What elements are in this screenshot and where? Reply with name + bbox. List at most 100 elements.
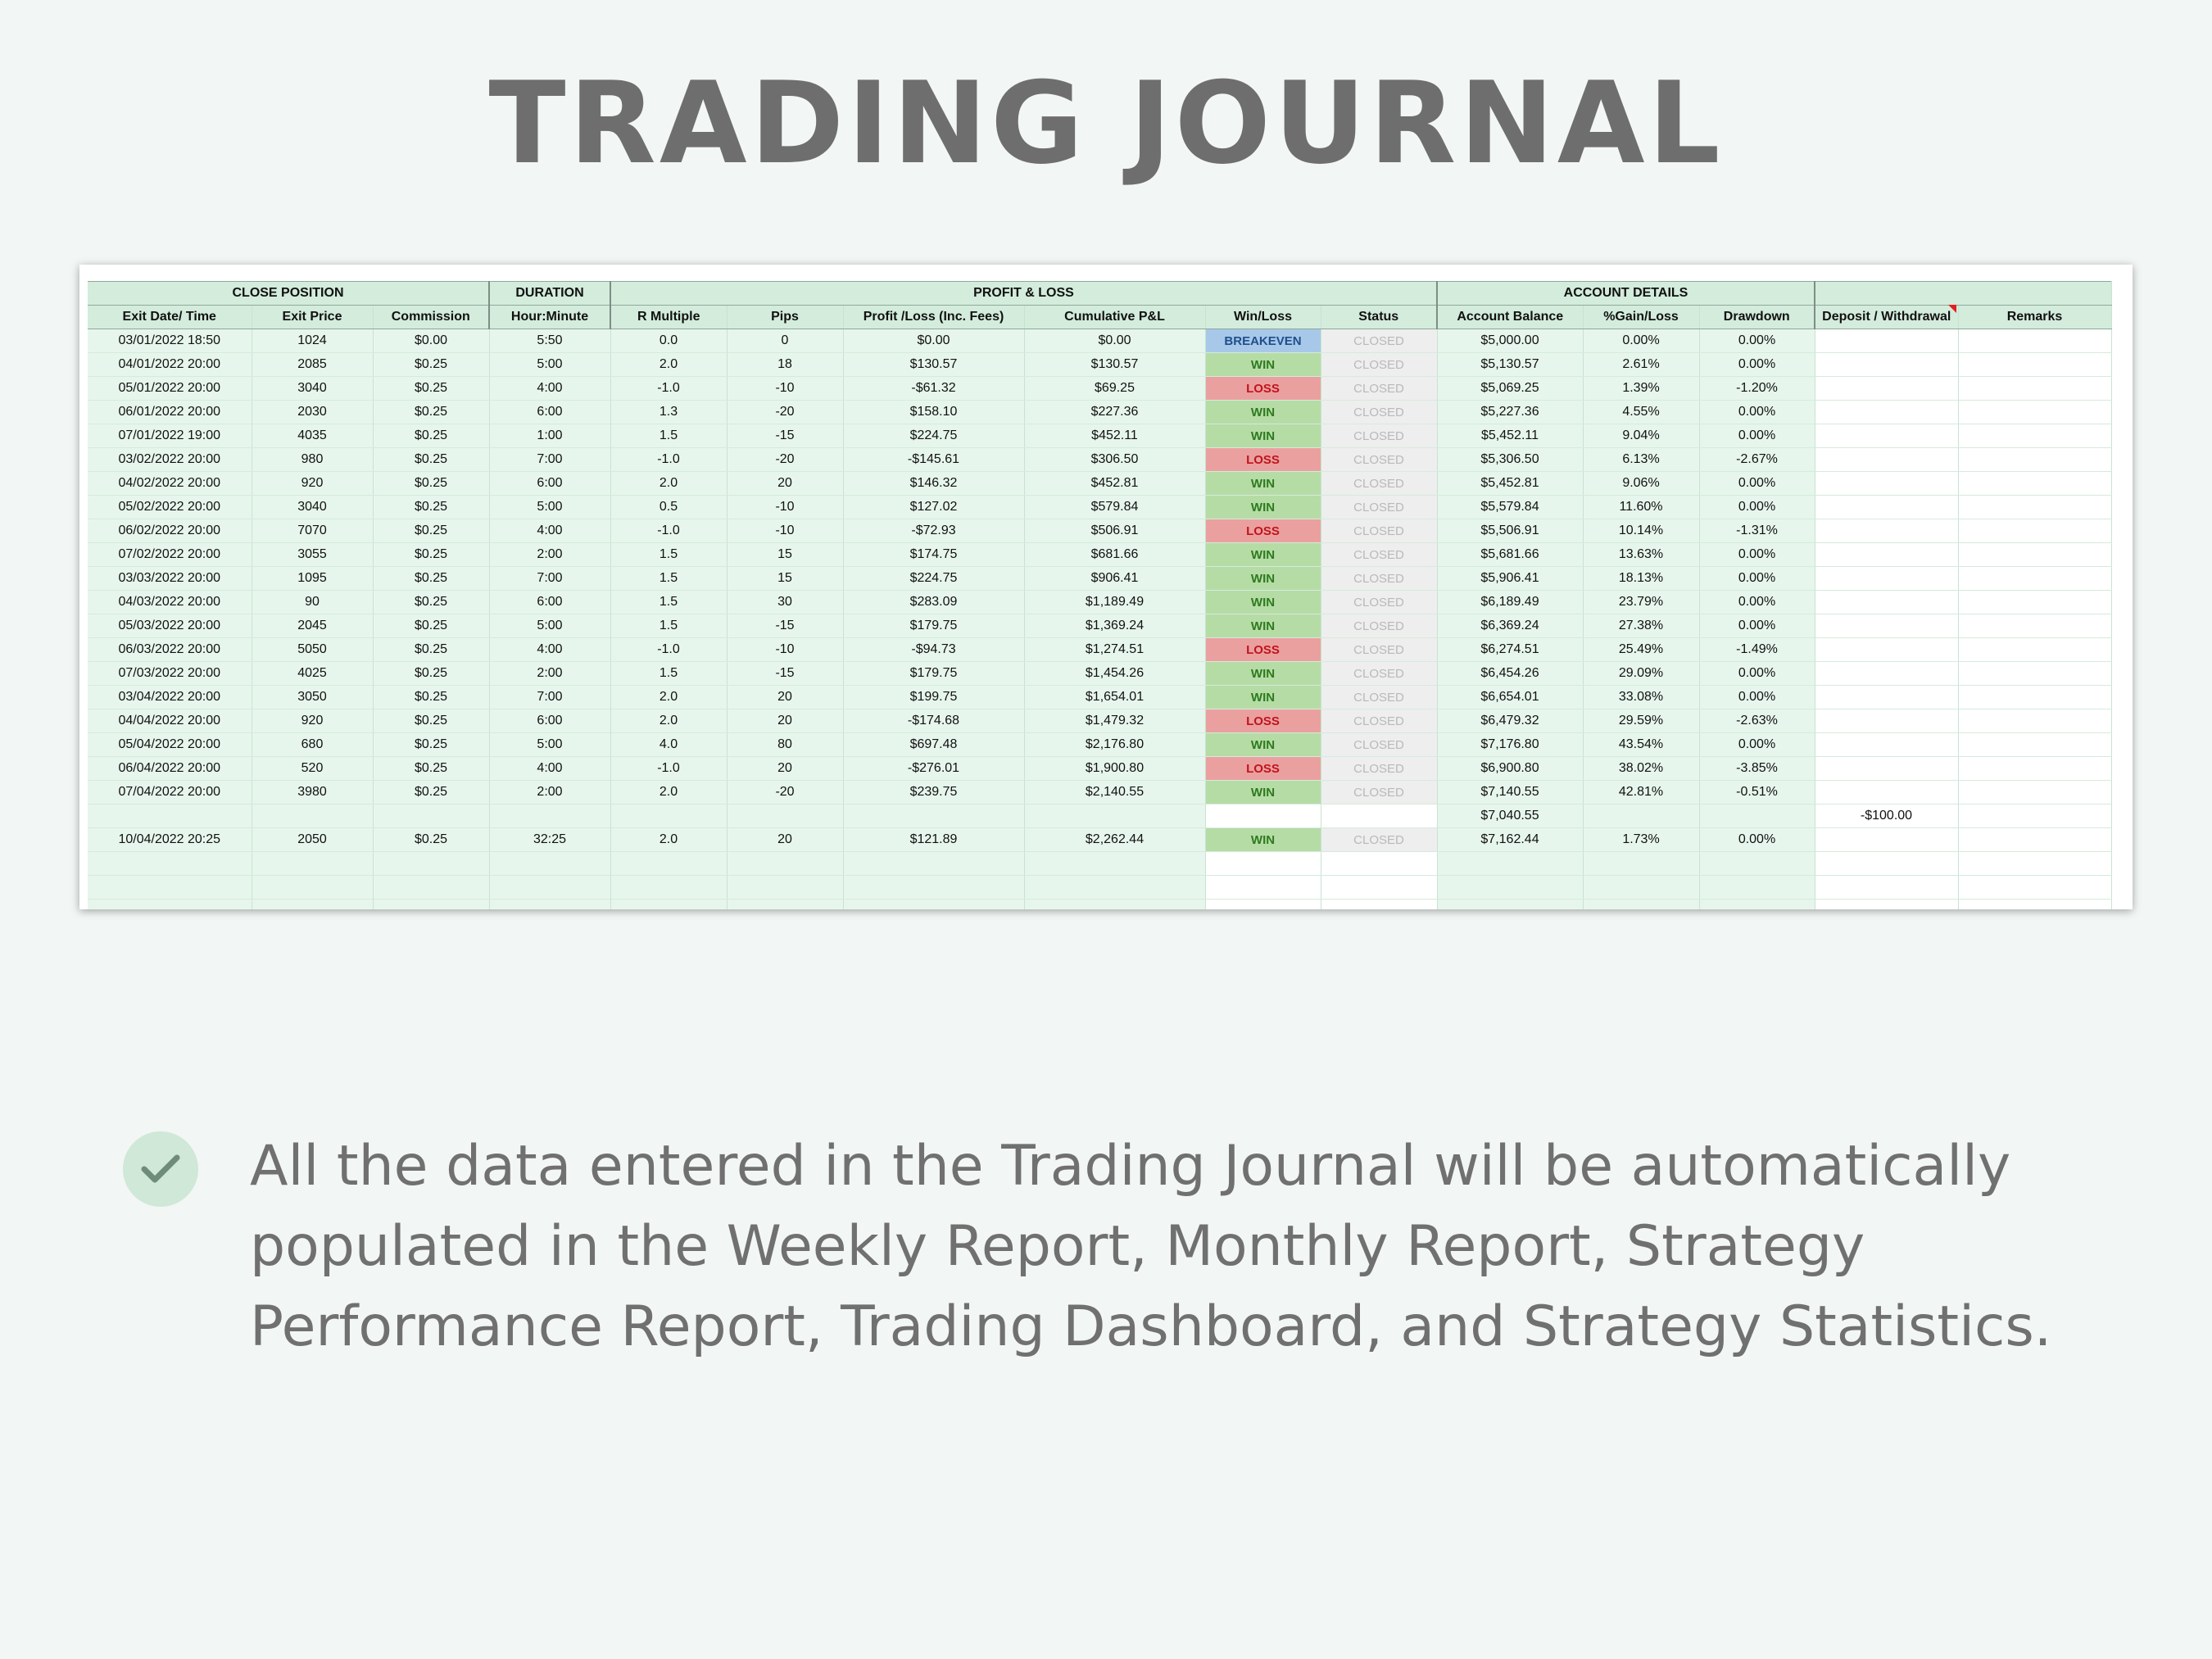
cell-r-multiple[interactable]: 2.0 [610,780,728,805]
cell-account-balance[interactable]: $5,906.41 [1437,566,1584,591]
cell-r-multiple[interactable]: -1.0 [610,637,728,662]
cell-cumulative-pl[interactable]: $452.81 [1024,471,1206,496]
cell-exit-date-time[interactable] [88,899,252,909]
cell-win-loss[interactable]: WIN [1205,614,1321,638]
cell-status[interactable]: CLOSED [1321,590,1438,614]
cell-profit-loss[interactable]: $697.48 [843,732,1025,757]
cell-gain-loss[interactable]: 42.81% [1583,780,1700,805]
cell-win-loss[interactable]: BREAKEVEN [1205,329,1321,353]
cell-profit-loss[interactable]: -$94.73 [843,637,1025,662]
cell-status[interactable]: CLOSED [1321,661,1438,686]
cell-remarks[interactable] [1958,851,2112,876]
cell-exit-price[interactable]: 3050 [252,685,374,709]
cell-r-multiple[interactable]: 2.0 [610,685,728,709]
cell-r-multiple[interactable]: 1.5 [610,566,728,591]
cell-drawdown[interactable]: -0.51% [1699,780,1815,805]
header-cumulative-pl[interactable]: Cumulative P&L [1024,305,1206,329]
cell-hour-minute[interactable]: 6:00 [489,709,611,733]
cell-cumulative-pl[interactable]: $1,479.32 [1024,709,1206,733]
cell-remarks[interactable] [1958,756,2112,781]
cell-hour-minute[interactable]: 7:00 [489,566,611,591]
cell-status[interactable]: CLOSED [1321,519,1438,543]
cell-cumulative-pl[interactable] [1024,875,1206,900]
cell-cumulative-pl[interactable]: $0.00 [1024,329,1206,353]
cell-status[interactable]: CLOSED [1321,376,1438,401]
cell-cumulative-pl[interactable]: $906.41 [1024,566,1206,591]
cell-r-multiple[interactable]: 0.5 [610,495,728,519]
cell-gain-loss[interactable] [1583,851,1700,876]
cell-account-balance[interactable]: $7,140.55 [1437,780,1584,805]
cell-pips[interactable]: 15 [727,566,844,591]
cell-exit-date-time[interactable] [88,804,252,828]
cell-remarks[interactable] [1958,424,2112,448]
cell-cumulative-pl[interactable]: $1,189.49 [1024,590,1206,614]
cell-commission[interactable]: $0.25 [373,732,490,757]
cell-pips[interactable] [727,804,844,828]
cell-profit-loss[interactable]: $283.09 [843,590,1025,614]
cell-exit-date-time[interactable]: 07/02/2022 20:00 [88,542,252,567]
cell-exit-date-time[interactable]: 05/03/2022 20:00 [88,614,252,638]
cell-remarks[interactable] [1958,566,2112,591]
cell-exit-price[interactable]: 2045 [252,614,374,638]
header-win-loss[interactable]: Win/Loss [1205,305,1321,329]
cell-win-loss[interactable]: WIN [1205,495,1321,519]
cell-deposit-withdrawal[interactable] [1815,614,1959,638]
cell-commission[interactable]: $0.25 [373,352,490,377]
cell-account-balance[interactable]: $5,130.57 [1437,352,1584,377]
cell-exit-price[interactable]: 2085 [252,352,374,377]
cell-cumulative-pl[interactable]: $1,454.26 [1024,661,1206,686]
cell-r-multiple[interactable]: 2.0 [610,827,728,852]
cell-drawdown[interactable]: 0.00% [1699,827,1815,852]
cell-status[interactable]: CLOSED [1321,566,1438,591]
cell-status[interactable]: CLOSED [1321,709,1438,733]
cell-cumulative-pl[interactable]: $130.57 [1024,352,1206,377]
cell-remarks[interactable] [1958,732,2112,757]
cell-win-loss[interactable]: WIN [1205,400,1321,424]
cell-account-balance[interactable]: $5,579.84 [1437,495,1584,519]
cell-remarks[interactable] [1958,376,2112,401]
cell-commission[interactable] [373,899,490,909]
cell-exit-price[interactable]: 2050 [252,827,374,852]
cell-pips[interactable]: 20 [727,756,844,781]
cell-status[interactable]: CLOSED [1321,542,1438,567]
cell-win-loss[interactable]: LOSS [1205,447,1321,472]
cell-account-balance[interactable]: $7,162.44 [1437,827,1584,852]
cell-gain-loss[interactable]: 43.54% [1583,732,1700,757]
cell-exit-date-time[interactable]: 03/01/2022 18:50 [88,329,252,353]
cell-commission[interactable]: $0.25 [373,519,490,543]
cell-r-multiple[interactable]: -1.0 [610,376,728,401]
cell-status[interactable] [1321,804,1438,828]
cell-remarks[interactable] [1958,899,2112,909]
cell-hour-minute[interactable]: 6:00 [489,400,611,424]
cell-gain-loss[interactable]: 0.00% [1583,329,1700,353]
cell-win-loss[interactable]: WIN [1205,542,1321,567]
cell-deposit-withdrawal[interactable] [1815,471,1959,496]
cell-pips[interactable]: 0 [727,329,844,353]
cell-win-loss[interactable]: LOSS [1205,637,1321,662]
cell-r-multiple[interactable]: 2.0 [610,352,728,377]
cell-gain-loss[interactable] [1583,804,1700,828]
header-r-multiple[interactable]: R Multiple [610,305,728,329]
cell-account-balance[interactable]: $6,274.51 [1437,637,1584,662]
cell-account-balance[interactable]: $7,176.80 [1437,732,1584,757]
cell-remarks[interactable] [1958,352,2112,377]
cell-pips[interactable]: 30 [727,590,844,614]
cell-drawdown[interactable]: -1.31% [1699,519,1815,543]
cell-gain-loss[interactable]: 29.09% [1583,661,1700,686]
cell-profit-loss[interactable]: -$276.01 [843,756,1025,781]
cell-account-balance[interactable]: $5,681.66 [1437,542,1584,567]
cell-status[interactable]: CLOSED [1321,352,1438,377]
cell-deposit-withdrawal[interactable] [1815,661,1959,686]
cell-drawdown[interactable]: 0.00% [1699,352,1815,377]
cell-exit-price[interactable] [252,875,374,900]
cell-hour-minute[interactable]: 5:50 [489,329,611,353]
cell-remarks[interactable] [1958,709,2112,733]
cell-pips[interactable]: -10 [727,519,844,543]
cell-win-loss[interactable]: WIN [1205,590,1321,614]
header-profit-loss[interactable]: Profit /Loss (Inc. Fees) [843,305,1025,329]
cell-exit-date-time[interactable]: 05/01/2022 20:00 [88,376,252,401]
cell-drawdown[interactable]: -1.49% [1699,637,1815,662]
cell-remarks[interactable] [1958,400,2112,424]
cell-exit-date-time[interactable]: 05/02/2022 20:00 [88,495,252,519]
cell-deposit-withdrawal[interactable] [1815,756,1959,781]
